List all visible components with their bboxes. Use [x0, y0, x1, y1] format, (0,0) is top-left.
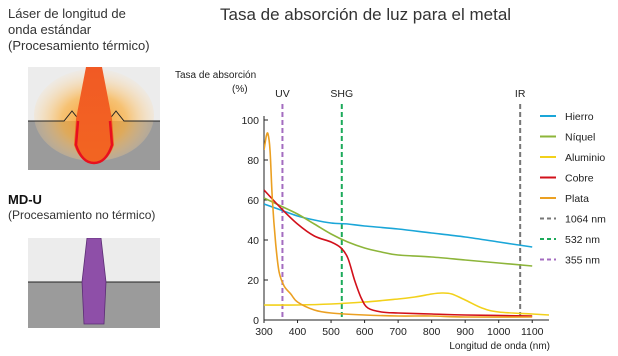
x-axis-label: Longitud de onda (nm) — [449, 341, 550, 352]
x-tick-label: 600 — [356, 326, 374, 338]
ref-label-shg: SHG — [330, 88, 353, 100]
mdu-subtitle: (Procesamiento no térmico) — [8, 208, 156, 222]
legend-label: Cobre — [565, 173, 594, 185]
y-tick-label: 40 — [247, 235, 259, 247]
melt-zone — [74, 120, 114, 165]
mdu-laser-beam — [81, 238, 107, 325]
legend-label: Níquel — [565, 132, 595, 144]
x-tick-label: 900 — [456, 326, 474, 338]
y-tick-label: 60 — [247, 195, 259, 207]
series-line-1 — [264, 197, 533, 267]
x-tick-label: 1000 — [487, 326, 511, 338]
legend-label: 1064 nm — [565, 214, 606, 226]
axes: 0 20 40 60 80 100 300 400 500 600 700 800 900 1000 110… — [241, 115, 549, 338]
thermal-title-line-2: onda estándar — [8, 22, 92, 37]
process-illustrations: Láser de longitud de onda estándar (Proc… — [0, 0, 190, 356]
legend-label: Hierro — [565, 111, 594, 123]
series-line-2 — [264, 292, 550, 316]
series-line-0 — [264, 203, 533, 248]
thermal-process-illustration — [28, 67, 160, 170]
x-tick-label: 800 — [423, 326, 441, 338]
nonthermal-process-illustration — [28, 238, 160, 328]
x-tick-label: 400 — [289, 326, 307, 338]
x-tick-label: 1100 — [521, 326, 544, 338]
legend-label: Aluminio — [565, 152, 605, 164]
y-tick-label: 100 — [241, 115, 259, 127]
x-tick-label: 700 — [389, 326, 407, 338]
series-lines — [264, 132, 550, 318]
series-line-4 — [264, 132, 533, 318]
legend-label: 355 nm — [565, 255, 600, 267]
series-line-3 — [264, 189, 533, 317]
y-tick-label: 0 — [253, 315, 259, 327]
reference-lines: UV SHG IR — [275, 88, 526, 320]
thermal-laser-beam — [74, 67, 114, 163]
legend: Hierro Níquel Aluminio Cobre Plata 1064 nm 532… — [540, 111, 606, 267]
thermal-process-title: Láser de longitud de onda estándar (Proc… — [8, 6, 150, 54]
mdu-title: MD-U — [8, 192, 42, 207]
ref-label-uv: UV — [275, 88, 290, 100]
y-axis-unit: (%) — [232, 84, 248, 95]
legend-label: 532 nm — [565, 234, 600, 246]
ref-label-ir: IR — [515, 88, 526, 100]
x-tick-label: 300 — [255, 326, 273, 338]
thermal-title-line-1: Láser de longitud de — [8, 6, 126, 21]
y-tick-label: 80 — [247, 155, 259, 167]
thermal-title-line-3: (Procesamiento térmico) — [8, 38, 150, 53]
y-tick-label: 20 — [247, 275, 259, 287]
y-axis-label: Tasa de absorción — [175, 70, 256, 81]
chart-title: Tasa de absorción de luz para el metal — [220, 5, 512, 24]
legend-label: Plata — [565, 193, 589, 205]
x-tick-label: 500 — [322, 326, 340, 338]
